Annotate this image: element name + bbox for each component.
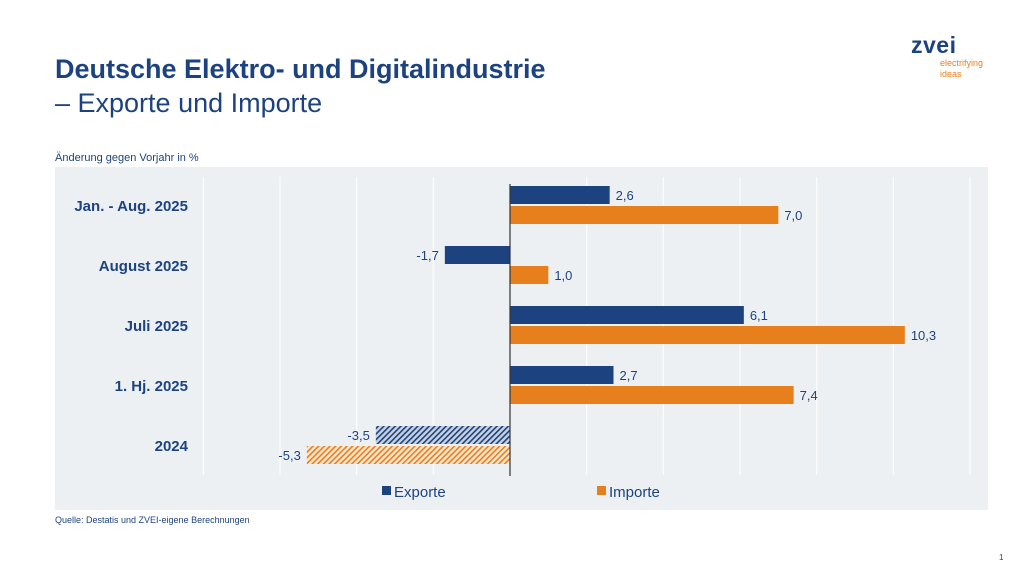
legend-label-importe: Importe [609, 484, 660, 501]
bar-exporte [444, 246, 510, 264]
category-label: 1. Hj. 2025 [115, 378, 188, 395]
legend-label-exporte: Exporte [394, 484, 446, 501]
bar-importe [510, 206, 779, 224]
bar-exporte [510, 366, 614, 384]
page-number: 1 [999, 553, 1004, 562]
bar-importe [510, 386, 794, 404]
zvei-logo: zvei electrifying ideas [911, 32, 983, 80]
bar-exporte [375, 426, 510, 444]
logo-tagline-2: ideas [940, 69, 962, 79]
bar-importe [510, 266, 549, 284]
bar-exporte [510, 306, 744, 324]
bar-importe [510, 326, 905, 344]
logo-name: zvei [911, 32, 957, 58]
category-label: 2024 [155, 438, 189, 455]
legend-swatch-exporte [382, 486, 391, 495]
data-label: -1,7 [416, 248, 438, 263]
data-label: 1,0 [554, 268, 572, 283]
bar-importe [306, 446, 510, 464]
legend-swatch-importe [597, 486, 606, 495]
data-label: 6,1 [750, 308, 768, 323]
data-label: -3,5 [347, 428, 369, 443]
category-label: Jan. - Aug. 2025 [74, 198, 188, 215]
data-label: 7,4 [800, 388, 818, 403]
data-label: -5,3 [278, 448, 300, 463]
data-label: 2,7 [620, 368, 638, 383]
page-subtitle: – Exporte und Importe [55, 88, 323, 118]
data-label: 2,6 [616, 188, 634, 203]
source-note: Quelle: Destatis und ZVEI-eigene Berechn… [55, 515, 250, 525]
data-label: 10,3 [911, 328, 936, 343]
data-label: 7,0 [784, 208, 802, 223]
logo-tagline-1: electrifying [940, 58, 984, 68]
bar-exporte [510, 186, 610, 204]
axis-unit-label: Änderung gegen Vorjahr in % [55, 152, 199, 164]
page-title: Deutsche Elektro- und Digitalindustrie [55, 54, 546, 84]
category-label: August 2025 [99, 258, 188, 275]
category-label: Juli 2025 [125, 318, 188, 335]
